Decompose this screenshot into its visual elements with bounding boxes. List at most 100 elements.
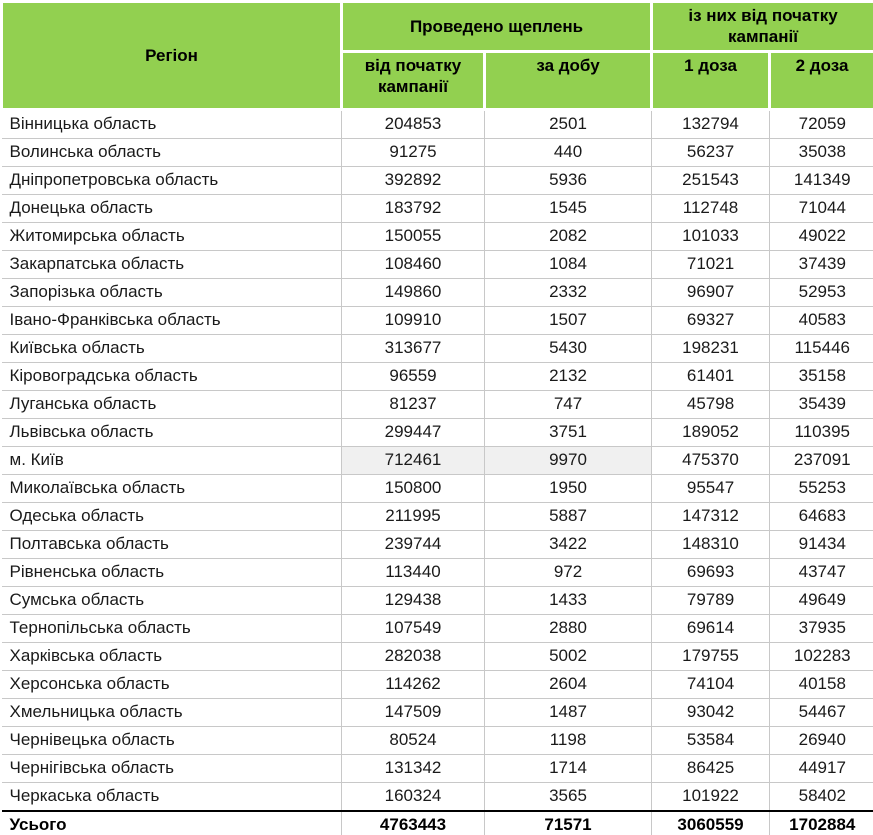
region-cell: Чернігівська область <box>1 754 342 783</box>
table-row: Кіровоградська область 96559 2132 61401 3515… <box>1 362 873 391</box>
table-row: Рівненська область 113440 972 69693 43747 <box>1 558 873 587</box>
value-cell: 49022 <box>769 222 873 251</box>
region-cell: Рівненська область <box>1 558 342 587</box>
value-cell: 149860 <box>341 278 485 307</box>
value-cell: 69693 <box>651 558 771 587</box>
column-header-per-day: за добу <box>482 49 654 111</box>
value-cell: 40158 <box>769 670 873 699</box>
value-cell: 74104 <box>651 670 771 699</box>
value-cell: 2604 <box>484 670 653 699</box>
value-cell: 211995 <box>341 502 485 531</box>
column-header-region: Регіон <box>0 0 343 111</box>
value-cell: 148310 <box>651 530 771 559</box>
table-row: Полтавська область 239744 3422 148310 91434 <box>1 530 873 559</box>
value-cell: 43747 <box>769 558 873 587</box>
value-cell: 282038 <box>341 642 485 671</box>
region-cell: Дніпропетровська область <box>1 166 342 195</box>
value-cell: 5002 <box>484 642 653 671</box>
value-cell: 1714 <box>484 754 653 783</box>
value-cell: 392892 <box>341 166 485 195</box>
value-cell: 95547 <box>651 474 771 503</box>
region-cell: Житомирська область <box>1 222 342 251</box>
value-cell: 110395 <box>769 418 873 447</box>
value-cell: 3751 <box>484 418 653 447</box>
table-row: Чернівецька область 80524 1198 53584 26940 <box>1 726 873 755</box>
value-cell: 313677 <box>341 334 485 363</box>
region-cell: Тернопільська область <box>1 614 342 643</box>
table-row: Чернігівська область 131342 1714 86425 44917 <box>1 754 873 783</box>
value-cell: 5887 <box>484 502 653 531</box>
table-row: Запорізька область 149860 2332 96907 52953 <box>1 278 873 307</box>
value-cell: 101033 <box>651 222 771 251</box>
value-cell: 44917 <box>769 754 873 783</box>
value-cell: 1950 <box>484 474 653 503</box>
value-cell: 972 <box>484 558 653 587</box>
value-cell: 61401 <box>651 362 771 391</box>
value-cell: 114262 <box>341 670 485 699</box>
value-cell: 96559 <box>341 362 485 391</box>
value-cell: 56237 <box>651 138 771 167</box>
value-cell: 160324 <box>341 782 485 811</box>
table-row: Івано-Франківська область 109910 1507 69327… <box>1 306 873 335</box>
table-row: Волинська область 91275 440 56237 35038 <box>1 138 873 167</box>
value-cell: 79789 <box>651 586 771 615</box>
value-cell: 101922 <box>651 782 771 811</box>
value-cell: 71021 <box>651 250 771 279</box>
value-cell: 712461 <box>341 446 485 475</box>
value-cell: 132794 <box>651 109 771 139</box>
value-cell: 109910 <box>341 306 485 335</box>
value-cell: 35158 <box>769 362 873 391</box>
value-cell: 115446 <box>769 334 873 363</box>
value-cell: 53584 <box>651 726 771 755</box>
column-header-dose1: 1 доза <box>650 49 772 111</box>
value-cell: 26940 <box>769 726 873 755</box>
value-cell: 3565 <box>484 782 653 811</box>
value-cell: 1702884 <box>769 809 873 835</box>
region-cell: Одеська область <box>1 502 342 531</box>
column-group-vaccinations: Проведено щеплень <box>339 0 654 53</box>
value-cell: 112748 <box>651 194 771 223</box>
region-cell: Донецька область <box>1 194 342 223</box>
value-cell: 147509 <box>341 698 485 727</box>
value-cell: 5430 <box>484 334 653 363</box>
value-cell: 96907 <box>651 278 771 307</box>
region-cell: Полтавська область <box>1 530 342 559</box>
value-cell: 86425 <box>651 754 771 783</box>
table-row: Житомирська область 150055 2082 101033 49022 <box>1 222 873 251</box>
value-cell: 2501 <box>484 109 653 139</box>
table-row: Дніпропетровська область 392892 5936 251543… <box>1 166 873 195</box>
region-cell: Волинська область <box>1 138 342 167</box>
region-cell: Чернівецька область <box>1 726 342 755</box>
value-cell: 108460 <box>341 250 485 279</box>
value-cell: 81237 <box>341 390 485 419</box>
table-header: Регіон Проведено щеплень із них від поча… <box>0 0 873 111</box>
value-cell: 2082 <box>484 222 653 251</box>
value-cell: 52953 <box>769 278 873 307</box>
value-cell: 35439 <box>769 390 873 419</box>
header-sub-row: від початку кампанії за добу 1 доза 2 до… <box>2 49 873 111</box>
value-cell: 5936 <box>484 166 653 195</box>
value-cell: 179755 <box>651 642 771 671</box>
value-cell: 2132 <box>484 362 653 391</box>
region-cell: Хмельницька область <box>1 698 342 727</box>
table-row: м. Київ 712461 9970 475370 237091 <box>1 446 873 475</box>
total-row: Усього 4763443 71571 3060559 1702884 <box>1 809 873 835</box>
value-cell: 40583 <box>769 306 873 335</box>
value-cell: 93042 <box>651 698 771 727</box>
value-cell: 102283 <box>769 642 873 671</box>
table-row: Херсонська область 114262 2604 74104 40158 <box>1 670 873 699</box>
value-cell: 475370 <box>651 446 771 475</box>
value-cell: 204853 <box>341 109 485 139</box>
value-cell: 2332 <box>484 278 653 307</box>
value-cell: 299447 <box>341 418 485 447</box>
column-header-dose2: 2 доза <box>768 49 873 111</box>
region-cell: Вінницька область <box>1 109 342 139</box>
value-cell: 69614 <box>651 614 771 643</box>
value-cell: 237091 <box>769 446 873 475</box>
header-group-row: Регіон Проведено щеплень із них від поча… <box>0 0 873 111</box>
value-cell: 189052 <box>651 418 771 447</box>
table-row: Луганська область 81237 747 45798 35439 <box>1 390 873 419</box>
value-cell: 1507 <box>484 306 653 335</box>
